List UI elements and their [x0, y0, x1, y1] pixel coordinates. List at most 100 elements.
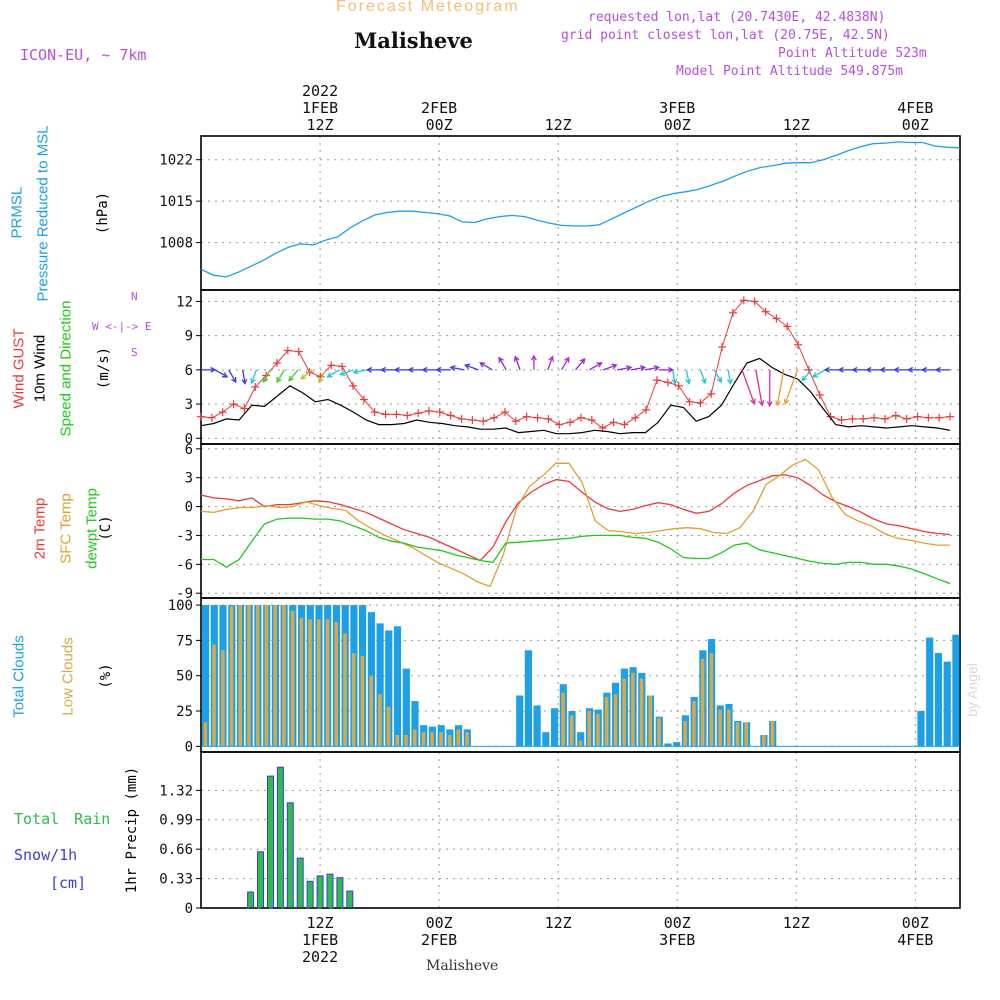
- wind-arrow-head: [464, 363, 471, 370]
- wind-arrow-head: [365, 366, 373, 373]
- top-time-label: 2FEB: [421, 99, 457, 117]
- wind-arrow: [575, 358, 586, 371]
- ytick-label: 6: [185, 442, 193, 458]
- wind-unit-label: (m/s): [96, 346, 112, 390]
- wind-arrow-head: [407, 366, 414, 373]
- wind-arrow-head: [548, 355, 554, 362]
- ytick-label: 0: [185, 431, 193, 447]
- precip-bar: [257, 851, 264, 909]
- low-cloud-bar: [561, 692, 565, 747]
- low-cloud-bar: [334, 622, 338, 747]
- wind-arrow: [727, 369, 732, 384]
- total-clouds-label: Total Clouds: [10, 635, 28, 718]
- wind-arrow: [479, 362, 493, 371]
- low-cloud-bar: [683, 720, 687, 747]
- pressure-label-full: Pressure Reduced to MSL: [34, 125, 52, 302]
- wind-arrow-head: [700, 378, 707, 385]
- wind-arrow-head: [326, 372, 333, 378]
- wind-arrow-head: [766, 401, 773, 408]
- low-cloud-bar: [360, 655, 365, 747]
- low-cloud-bar: [404, 735, 408, 747]
- wind-arrow: [801, 369, 812, 381]
- wind-arrow-head: [653, 365, 661, 372]
- wind-arrow: [276, 369, 285, 383]
- wind-arrow: [514, 356, 521, 371]
- wind-gust-label: Wind GUST: [10, 328, 28, 409]
- wind-arrow-head: [318, 376, 324, 384]
- watermark: by Angel: [963, 663, 980, 717]
- low-cloud-bar: [395, 735, 399, 747]
- wind-arrow-head: [801, 375, 808, 382]
- low-cloud-bar: [692, 701, 696, 747]
- wind-arrow: [318, 369, 327, 383]
- location-title: Malisheve: [354, 28, 473, 53]
- ytick-label: 1015: [159, 194, 193, 210]
- total-cloud-bar: [952, 634, 960, 747]
- bottom-time-label: 2FEB: [421, 931, 457, 949]
- ytick-label: 1008: [159, 236, 193, 252]
- wind-arrow-head: [685, 378, 692, 385]
- total-cloud-bar: [376, 623, 384, 747]
- wind-arrow-head: [671, 378, 678, 385]
- top-time-label: 12Z: [545, 116, 572, 134]
- wind-arrow-head: [288, 375, 295, 382]
- low-cloud-bar: [378, 694, 382, 747]
- wind-arrow: [603, 364, 617, 371]
- ytick-label: 0.33: [159, 872, 193, 888]
- wind-arrow: [617, 366, 632, 371]
- low-cloud-bar: [430, 732, 434, 747]
- wind-arrow-head: [775, 400, 782, 407]
- wind-arrow: [465, 364, 479, 371]
- compass-n: N: [131, 290, 138, 303]
- wind-arrow-head: [920, 366, 927, 373]
- low-cloud-bar: [596, 713, 600, 747]
- low-cloud-bar: [447, 735, 452, 747]
- wind-arrow-head: [564, 356, 570, 363]
- wind-arrow-head: [625, 365, 633, 372]
- bottom-time-label: 00Z: [426, 914, 453, 932]
- requested-coords: requested lon,lat (20.7430E, 42.4838N): [588, 10, 886, 25]
- low-cloud-bar: [639, 678, 644, 747]
- low-cloud-bar: [273, 605, 277, 747]
- ytick-label: 0: [185, 739, 193, 755]
- wind-arrow: [784, 369, 799, 404]
- wind-arrow: [776, 369, 785, 406]
- legend-total-rain: Total Rain: [14, 810, 111, 828]
- ytick-label: 9: [185, 329, 193, 345]
- wind-arrow-head: [379, 366, 386, 373]
- low-cloud-bar: [718, 709, 722, 747]
- wind-arrow-head: [726, 378, 733, 385]
- bottom-time-label: 00Z: [664, 914, 691, 932]
- temp-unit-label: (C): [98, 515, 114, 541]
- wind-arrow: [241, 369, 246, 384]
- wind-arrow-head: [339, 370, 346, 377]
- panel-frame: [200, 751, 961, 909]
- bottom-time-label: 1FEB: [302, 931, 338, 949]
- low-cloud-bar: [578, 740, 583, 747]
- wind-arrow-head: [300, 373, 307, 380]
- low-cloud-bar: [622, 678, 626, 747]
- bottom-time-label: 12Z: [783, 914, 810, 932]
- wind-arrow-head: [231, 376, 237, 384]
- wind-arrow-head: [823, 366, 830, 373]
- precip-bar: [346, 890, 354, 909]
- precip-bar: [286, 802, 294, 909]
- low-cloud-bar: [238, 605, 242, 747]
- wind-arrow-head: [879, 366, 886, 373]
- low-cloud-bar: [351, 653, 356, 747]
- precip-bar: [316, 875, 324, 909]
- panel-frame: [200, 135, 961, 291]
- ytick-label: -6: [176, 557, 193, 573]
- footer-location: Malisheve: [426, 958, 499, 974]
- temp-sfc-label: SFC Temp: [57, 493, 75, 564]
- top-time-label: 4FEB: [897, 99, 933, 117]
- total-cloud-bar: [577, 732, 585, 747]
- ytick-label: 12: [176, 294, 193, 310]
- pressure-label-prmsl: PRMSL: [8, 186, 26, 239]
- wind-arrow-head: [449, 365, 456, 372]
- wind-arrow-head: [611, 363, 618, 370]
- ytick-label: 3: [185, 397, 193, 413]
- temp-dewpt-line: [201, 517, 951, 585]
- total-cloud-bar: [926, 637, 934, 747]
- low-cloud-bar: [229, 606, 234, 747]
